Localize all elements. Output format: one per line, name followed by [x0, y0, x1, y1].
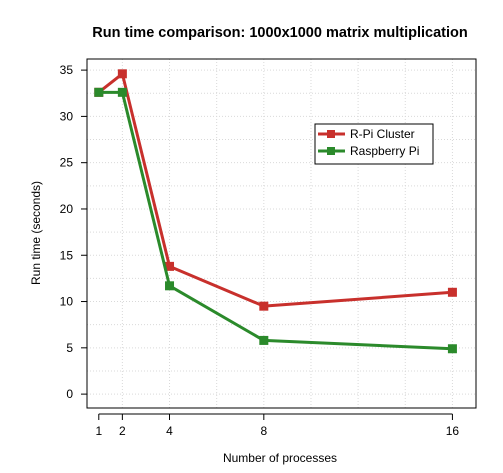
data-point-raspberry-pi [259, 335, 269, 345]
y-tick-label: 20 [60, 202, 74, 216]
x-tick-label: 4 [166, 424, 173, 438]
series-layer [94, 69, 457, 354]
data-point-raspberry-pi [94, 87, 104, 97]
data-point-r-pi-cluster [259, 301, 269, 311]
y-tick-label: 0 [66, 387, 73, 401]
legend-marker-r-pi-cluster [327, 130, 335, 138]
series-line-r-pi-cluster [97, 72, 453, 308]
y-tick-label: 10 [60, 295, 74, 309]
x-tick-label: 16 [446, 424, 460, 438]
y-tick-label: 30 [60, 109, 74, 123]
data-point-raspberry-pi [447, 344, 457, 354]
data-point-raspberry-pi [165, 281, 175, 291]
legend-label-r-pi-cluster: R-Pi Cluster [350, 127, 415, 141]
data-point-r-pi-cluster [447, 287, 457, 297]
x-tick-label: 1 [95, 424, 102, 438]
legend-marker-raspberry-pi [327, 147, 335, 155]
y-tick-label: 15 [60, 248, 74, 262]
y-axis: 0 5 10 15 20 25 30 35 [60, 63, 87, 401]
x-tick-label: 8 [260, 424, 267, 438]
legend-label-raspberry-pi: Raspberry Pi [350, 144, 419, 158]
y-axis-label: Run time (seconds) [29, 181, 43, 285]
y-tick-label: 5 [66, 341, 73, 355]
data-point-r-pi-cluster [117, 69, 127, 79]
data-point-r-pi-cluster [165, 261, 175, 271]
x-axis-label: Number of processes [223, 451, 337, 465]
x-tick-label: 2 [119, 424, 126, 438]
y-tick-label: 35 [60, 63, 74, 77]
x-axis: 1 2 4 8 16 [95, 413, 460, 438]
chart-title: Run time comparison: 1000x1000 matrix mu… [92, 25, 468, 41]
y-tick-label: 25 [60, 156, 74, 170]
data-point-raspberry-pi [117, 87, 127, 97]
legend: R-Pi Cluster Raspberry Pi [314, 123, 434, 165]
plot-frame [86, 58, 477, 409]
grid [87, 59, 476, 408]
